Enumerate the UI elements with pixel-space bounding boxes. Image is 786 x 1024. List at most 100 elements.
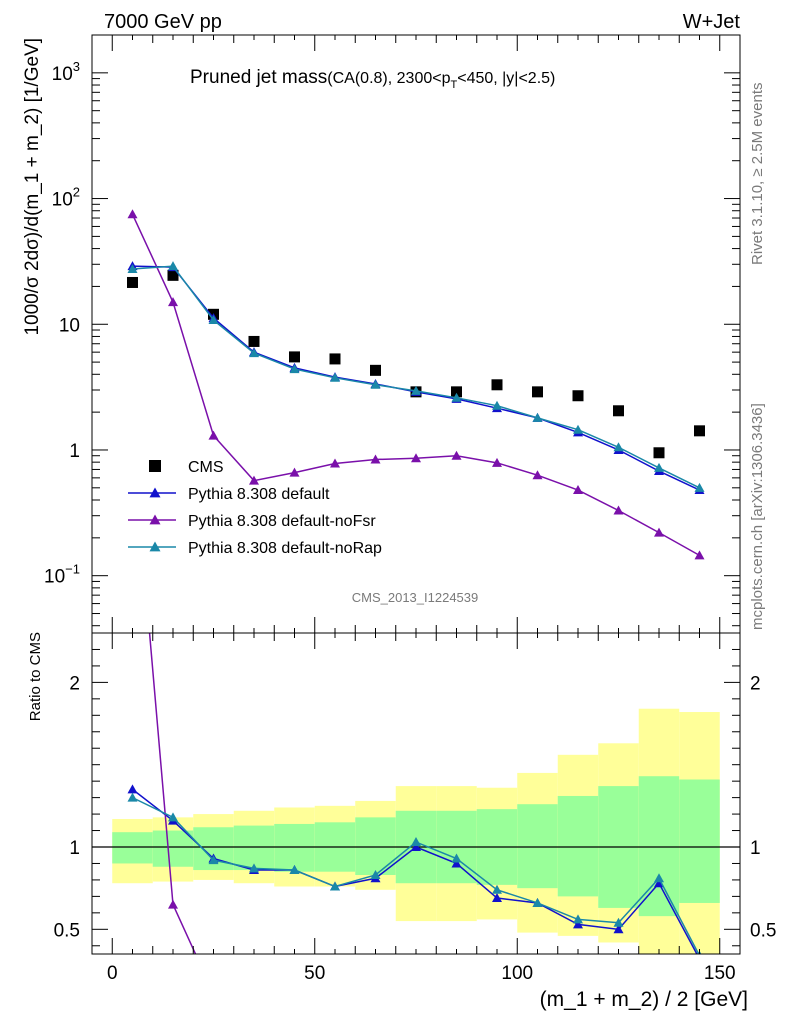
point-noFsr [573,485,583,495]
y-tick-label-exp: −1 [65,562,80,577]
point-noRap [330,372,340,382]
band-inner [517,804,558,889]
ratio-point-noRap [330,881,340,891]
point-noFsr [451,450,462,460]
point-noFsr [208,430,219,440]
point-noFsr [411,453,421,463]
point-noRap [492,400,502,410]
point-noRap [451,392,462,402]
point-noFsr [330,458,340,468]
band-inner [638,776,680,917]
legend-label: Pythia 8.308 default-noRap [188,540,382,557]
ratio-point-noRap [492,884,502,894]
data-point-cms [451,386,462,398]
analysis-watermark: CMS_2013_I1224539 [352,590,479,605]
point-noRap [289,364,300,374]
band-inner [679,779,720,903]
ratio-point-noFsr [654,969,664,978]
point-noRap [168,261,178,271]
y-tick-label: 102 [52,185,80,211]
ratio-point-noFsr [330,982,340,991]
point-noRap [411,385,421,395]
ratio-point-noRap [168,812,178,822]
x-tick-label: 0 [107,963,118,984]
legend-marker-noFsr [149,514,161,525]
legend-label: CMS [188,459,224,476]
point-noFsr [532,470,543,480]
legend-marker-noRap [149,541,161,552]
data-point-cms [613,405,624,417]
data-point-cms [289,351,300,363]
header-right: W+Jet [683,11,741,33]
point-noRap [127,264,138,274]
ratio-point-noRap [370,869,381,879]
data-point-cms [694,425,705,437]
ratio-point-default [654,878,664,888]
ratio-point-noFsr [411,957,421,966]
ratio-point-noRap [573,914,583,924]
point-noRap [370,379,381,389]
ratio-point-noFsr [371,974,381,983]
y-tick-label: 1 [69,441,80,462]
point-noFsr [613,505,624,515]
ratio-point-noRap [451,853,462,863]
y-tick-label: 103 [52,59,80,85]
y-tick-label-base: 10 [52,190,73,211]
title-main: Pruned jet mass [190,67,327,88]
data-point-cms [167,269,179,281]
y-tick-label: 10−1 [44,562,80,588]
ratio-point-default [411,842,421,851]
data-point-cms [532,386,543,398]
x-tick-label: 100 [501,963,533,984]
header-left: 7000 GeV pp [104,11,222,33]
ratio-point-default [127,784,138,794]
y-axis-label: 1000/σ 2dσ)/d(m_1 + m_2) [1/GeV] [22,38,43,336]
point-noRap [208,315,219,325]
data-point-cms [572,390,584,402]
point-noFsr [127,209,138,219]
ratio-point-noRap [532,897,543,907]
title-sub-prefix: (CA(0.8), 2300<p [327,70,450,87]
ratio-y-tick-label-right: 2 [750,673,761,694]
band-inner [557,795,599,897]
data-point-cms [370,364,381,376]
point-noRap [694,482,705,492]
data-point-cms [329,353,341,365]
point-noRap [654,462,664,472]
legend-marker-default [149,487,161,498]
ratio-point-noFsr [209,989,219,998]
ratio-y-axis-label: Ratio to CMS [27,632,44,721]
ratio-point-default [699,953,700,954]
ratio-y-tick-label-right: 0.5 [750,920,776,941]
band-inner [274,823,315,872]
rivet-label: Rivet 3.1.10, ≥ 2.5M events [749,83,766,266]
legend-label: Pythia 8.308 default-noFsr [188,513,376,530]
ratio-point-noRap [654,873,664,883]
band-inner [355,817,396,875]
y-tick-label-base: 10 [44,567,65,588]
point-noRap [532,412,543,422]
ratio-point-noFsr [452,956,462,965]
legend-label: Pythia 8.308 default [188,486,330,503]
ratio-point-noFsr [128,430,138,439]
point-noRap [249,348,259,358]
legend-marker-cms [149,460,161,472]
title-sub-suffix: <450, |y|<2.5) [457,70,555,87]
data-point-cms [653,447,665,459]
data-point-cms [127,276,138,288]
line-noFsr [131,213,700,557]
ratio-point-noFsr [573,977,583,986]
point-noFsr [370,454,381,464]
point-noFsr [654,527,664,537]
ratio-point-default [492,893,502,903]
mcplots-label: mcplots.cern.ch [arXiv:1306.3436] [749,403,766,630]
ratio-point-noFsr [290,987,300,996]
point-noFsr [249,475,259,485]
band-inner [152,830,194,867]
ratio-point-noFsr [168,899,178,909]
ratio-point-noRap [249,863,259,873]
main-series [127,209,705,560]
ratio-point-noRap [411,837,421,847]
